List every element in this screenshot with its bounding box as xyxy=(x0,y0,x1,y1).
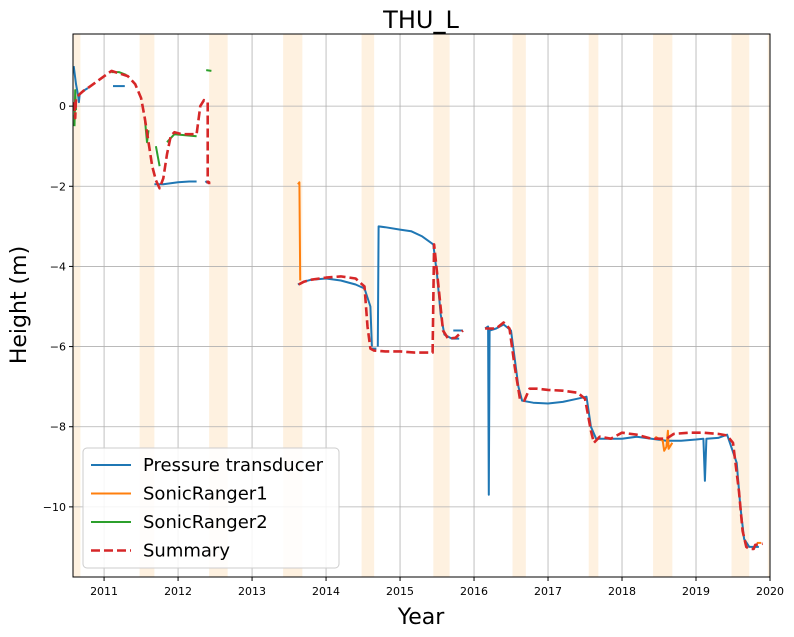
y-tick-label: −10 xyxy=(43,501,66,514)
legend-label: Summary xyxy=(143,541,230,562)
series-line-sonicranger1 xyxy=(297,181,302,281)
legend-label: SonicRanger2 xyxy=(143,512,268,533)
melt-season-band xyxy=(209,34,228,577)
y-tick-label: −6 xyxy=(50,341,66,354)
x-tick-label: 2020 xyxy=(756,585,784,598)
series-line-pressure-transducer xyxy=(154,180,197,186)
x-tick-label: 2019 xyxy=(682,585,710,598)
melt-season-band xyxy=(283,34,303,577)
series-line-sonicranger1 xyxy=(654,429,674,452)
y-tick-label: −4 xyxy=(50,260,66,273)
melt-season-band xyxy=(588,34,599,577)
plot-frame xyxy=(72,33,771,578)
series-line-sonicranger2 xyxy=(154,146,161,167)
x-tick-label: 2017 xyxy=(534,585,562,598)
melt-season-band xyxy=(731,34,750,577)
x-tick-label: 2016 xyxy=(460,585,488,598)
melt-season-band xyxy=(653,34,673,577)
y-axis-ticks: 0 −2 −4 −6 −8 −10 xyxy=(43,100,73,514)
series-line-summary xyxy=(73,69,211,190)
melt-season-band xyxy=(73,34,81,577)
series-line-sonicranger2 xyxy=(206,69,212,72)
x-tick-label: 2018 xyxy=(608,585,636,598)
y-tick-label: 0 xyxy=(59,100,66,113)
x-tick-label: 2015 xyxy=(386,585,414,598)
melt-season-band xyxy=(512,34,526,577)
legend: Pressure transducer SonicRanger1 SonicRang… xyxy=(82,447,340,569)
melt-season-band xyxy=(139,34,155,577)
series-line-summary xyxy=(298,243,464,354)
x-tick-label: 2012 xyxy=(164,585,192,598)
y-axis-label: Height (m) xyxy=(7,246,32,364)
y-tick-label: −8 xyxy=(50,421,66,434)
melt-season-band xyxy=(767,34,770,577)
melt-season-band xyxy=(361,34,375,577)
legend-label: SonicRanger1 xyxy=(143,484,268,505)
plot-lines xyxy=(72,65,763,551)
x-axis-label: Year xyxy=(397,605,446,630)
chart-title: THU_L xyxy=(382,6,459,34)
legend-box xyxy=(82,447,340,569)
x-tick-label: 2013 xyxy=(238,585,266,598)
y-tick-label: −2 xyxy=(50,180,66,193)
x-tick-label: 2011 xyxy=(90,585,118,598)
x-tick-label: 2014 xyxy=(312,585,340,598)
legend-label: Pressure transducer xyxy=(143,455,324,476)
x-axis-ticks: 2011 2012 2013 2014 2015 2016 2017 2018 2019 2020 xyxy=(90,577,784,598)
